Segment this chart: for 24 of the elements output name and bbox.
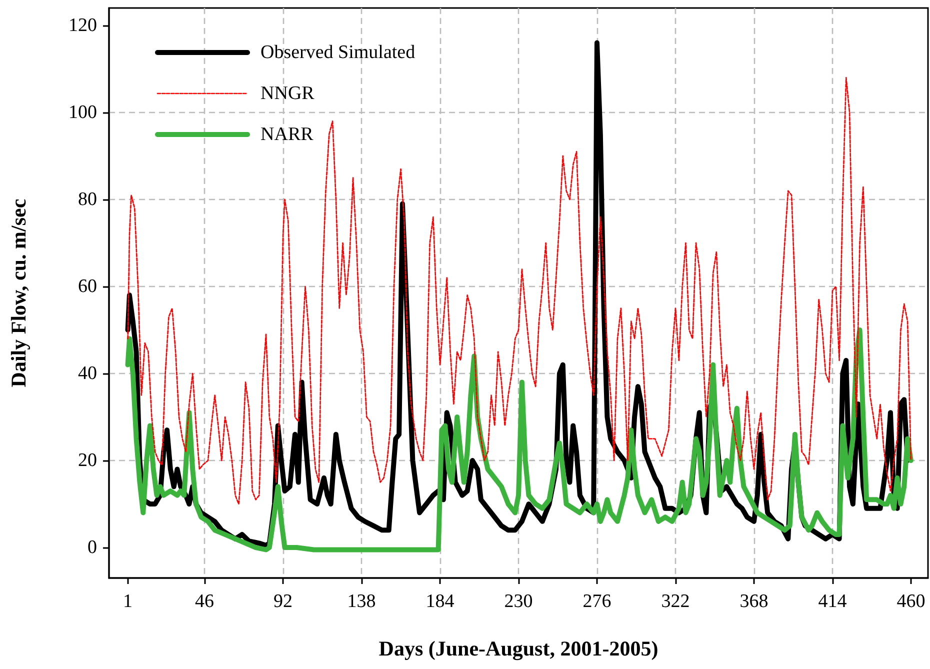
x-tick-label: 368 [740, 591, 768, 612]
x-tick-label: 460 [896, 591, 926, 612]
y-tick-label: 0 [88, 537, 97, 558]
x-tick-label: 276 [582, 591, 612, 612]
x-tick-label: 414 [818, 591, 848, 612]
y-tick-label: 100 [68, 102, 97, 123]
x-tick-label: 92 [274, 591, 293, 612]
y-tick-label: 80 [78, 188, 97, 210]
legend-label: Observed Simulated [260, 42, 416, 63]
x-tick-label: 322 [661, 591, 690, 612]
y-axis-title: Daily Flow, cu. m/sec [6, 198, 30, 388]
x-tick-label: 46 [195, 591, 214, 612]
y-tick-label: 120 [68, 14, 97, 36]
x-tick-label: 230 [504, 591, 533, 612]
y-tick-label: 60 [78, 276, 97, 297]
y-tick-label: 40 [78, 362, 97, 384]
y-tick-label: 20 [78, 450, 97, 472]
line-series [127, 76, 912, 505]
x-tick-label: 184 [426, 591, 455, 612]
legend-label: NNGR [260, 83, 315, 104]
x-tick-label: 1 [123, 591, 133, 612]
x-axis-title: Days (June-August, 2001-2005) [378, 636, 658, 660]
legend-label: NARR [260, 124, 314, 145]
x-tick-label: 138 [347, 591, 376, 612]
